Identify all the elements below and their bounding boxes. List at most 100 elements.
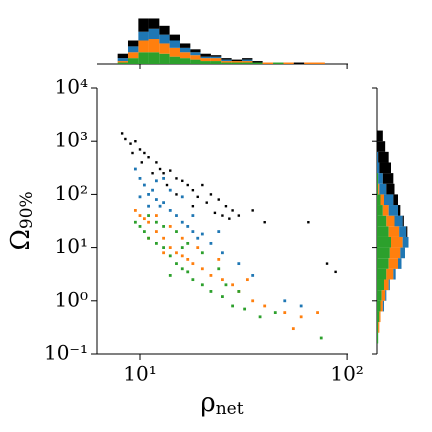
hist-bar xyxy=(402,236,409,248)
scatter-point xyxy=(147,204,150,208)
scatter-point xyxy=(273,311,277,315)
scatter-point xyxy=(133,167,137,171)
scatter-point xyxy=(180,220,184,224)
scatter-point xyxy=(175,262,178,266)
hist-bar xyxy=(379,183,387,195)
scatter-point xyxy=(200,232,204,236)
scatter-point xyxy=(147,220,150,224)
hist-bar xyxy=(377,300,381,312)
scatter-point xyxy=(221,278,224,282)
scatter-point xyxy=(245,278,249,282)
scatter-point xyxy=(209,290,213,293)
hist-bar xyxy=(159,25,170,35)
scatter-point xyxy=(180,246,184,249)
scatter-point xyxy=(154,214,158,217)
hist-bar xyxy=(377,247,390,259)
hist-bar xyxy=(159,53,170,64)
scatter-point xyxy=(209,193,213,196)
scatter-point xyxy=(168,225,172,228)
hist-bar xyxy=(210,55,222,57)
scatter-point xyxy=(200,283,204,287)
scatter-point xyxy=(175,230,178,233)
scatter-point xyxy=(138,225,142,228)
hist-bar xyxy=(377,151,379,163)
y-tick-label: 10² xyxy=(55,181,88,205)
hist-bar xyxy=(378,322,380,333)
scatter-point xyxy=(162,225,165,228)
scatter-point xyxy=(129,142,132,145)
scatter-point xyxy=(180,236,184,240)
hist-bar xyxy=(242,59,253,62)
scatter-point xyxy=(165,183,169,187)
scatter-point xyxy=(180,254,184,258)
hist-bar xyxy=(377,130,383,142)
scatter-point xyxy=(221,251,224,255)
hist-bar xyxy=(190,55,201,60)
scatter-point xyxy=(291,327,295,331)
scatter-point xyxy=(142,230,146,233)
hist-bar xyxy=(148,18,160,29)
scatter-point xyxy=(151,172,154,175)
hist-bar xyxy=(169,34,180,41)
hist-bar xyxy=(252,61,263,63)
x-label-subscript: net xyxy=(216,399,244,419)
y-tick-label: 10³ xyxy=(55,128,88,152)
scatter-point xyxy=(147,156,150,159)
scatter-point xyxy=(200,267,204,271)
hist-bar xyxy=(380,300,383,312)
hist-bar xyxy=(388,205,398,216)
hist-bar xyxy=(380,194,384,206)
scatter-point xyxy=(251,274,255,277)
hist-bar xyxy=(393,194,398,206)
hist-bar xyxy=(377,141,386,152)
scatter-point xyxy=(175,251,178,255)
scatter-point xyxy=(186,258,190,261)
hist-bar xyxy=(127,40,139,47)
hist-bar xyxy=(200,53,211,57)
scatter-point xyxy=(186,183,189,187)
y-tick-label: 10⁰ xyxy=(55,287,88,311)
scatter-point xyxy=(251,299,255,303)
hist-bar xyxy=(117,62,128,64)
scatter-point xyxy=(155,161,158,164)
hist-bar xyxy=(138,52,149,64)
hist-bar xyxy=(388,226,400,237)
scatter-point xyxy=(168,254,172,258)
scatter-point xyxy=(201,183,204,187)
hist-bar xyxy=(242,62,253,64)
scatter-point xyxy=(133,209,137,212)
hist-bar xyxy=(200,58,211,62)
hist-bar xyxy=(389,247,401,259)
scatter-point xyxy=(217,230,221,233)
hist-bar xyxy=(382,173,394,184)
hist-bar xyxy=(190,59,201,64)
scatter-point xyxy=(263,221,266,224)
scatter-point xyxy=(191,278,195,282)
scatter-point xyxy=(191,262,195,266)
scatter-point xyxy=(154,179,158,183)
hist-bar xyxy=(148,52,160,64)
y-tick-label: 10¹ xyxy=(55,234,88,258)
hist-bar xyxy=(242,61,253,63)
scatter-point xyxy=(334,270,337,274)
scatter-point xyxy=(180,267,184,271)
scatter-point xyxy=(142,183,146,187)
hist-bar xyxy=(159,43,170,54)
hist-bar xyxy=(148,39,160,53)
hist-bar xyxy=(381,290,386,301)
y-label-subscript: 90% xyxy=(17,191,37,229)
hist-bar xyxy=(378,183,380,195)
hist-bar xyxy=(179,43,191,48)
scatter-point xyxy=(133,220,137,224)
hist-bar xyxy=(293,62,305,64)
hist-bar xyxy=(117,61,128,63)
hist-bar xyxy=(406,226,408,237)
hist-bar xyxy=(393,268,396,280)
scatter-point xyxy=(191,230,195,233)
scatter-point xyxy=(181,179,184,183)
scatter-point xyxy=(299,315,303,319)
hist-bar xyxy=(385,290,387,301)
scatter-point xyxy=(186,270,190,274)
hist-bar xyxy=(388,258,398,269)
hist-bar xyxy=(262,62,274,64)
